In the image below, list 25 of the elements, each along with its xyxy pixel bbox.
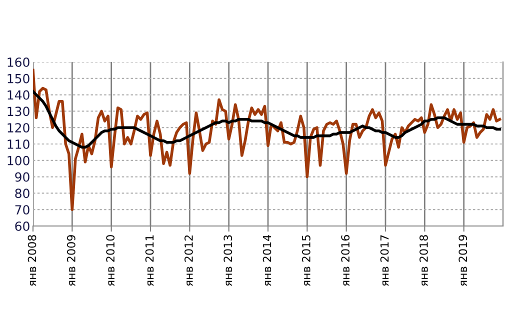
y-tick-label: 100 bbox=[8, 156, 30, 166]
y-tick-label: 110 bbox=[8, 139, 30, 149]
x-tick-label: янв 2012 bbox=[184, 235, 193, 286]
y-tick-label: 70 bbox=[15, 205, 30, 215]
y-tick-label: 130 bbox=[8, 106, 30, 116]
x-tick-label: янв 2008 bbox=[28, 235, 36, 286]
x-tick-label: янв 2013 bbox=[224, 235, 232, 286]
x-tick-label: янв 2009 bbox=[66, 235, 76, 286]
line-series bbox=[33, 90, 502, 149]
y-tick-label: 160 bbox=[8, 57, 30, 67]
y-tick-label: 60 bbox=[15, 221, 30, 231]
y-tick-label: 120 bbox=[8, 123, 30, 133]
y-tick-label: 140 bbox=[8, 90, 30, 100]
y-tick-label: 90 bbox=[15, 172, 30, 182]
x-tick-label: янв 2019 bbox=[458, 235, 468, 286]
y-tick-label: 150 bbox=[8, 74, 30, 84]
x-tick-label: янв 2010 bbox=[106, 235, 115, 286]
x-tick-label: янв 2018 bbox=[419, 235, 428, 286]
y-tick-label: 80 bbox=[15, 188, 30, 198]
x-tick-label: янв 2016 bbox=[341, 235, 350, 286]
x-tick-label: янв 2011 bbox=[145, 235, 154, 286]
x-tick-label: янв 2017 bbox=[380, 235, 389, 286]
line-series bbox=[33, 68, 502, 211]
x-tick-label: янв 2015 bbox=[302, 235, 310, 286]
x-tick-label: янв 2014 bbox=[262, 234, 272, 286]
